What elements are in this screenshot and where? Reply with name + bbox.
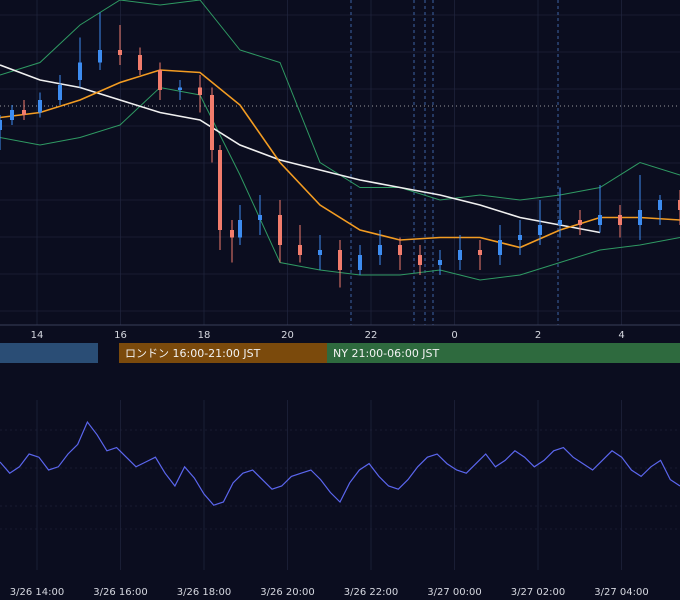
x-axis-tick-label: 18	[198, 330, 211, 341]
candle-body	[118, 50, 122, 55]
candle-body	[638, 210, 642, 225]
candle-body	[618, 215, 622, 225]
session-band-label: ロンドン 16:00-21:00 JST	[125, 347, 261, 360]
candle-body	[398, 245, 402, 255]
oscillator-x-tick-label: 3/26 22:00	[344, 587, 398, 598]
candle-body	[198, 87, 202, 95]
candle-body	[358, 255, 362, 270]
candle-body	[78, 62, 82, 80]
candle-body	[218, 150, 222, 230]
candle-body	[298, 245, 302, 255]
moving-average-long-line	[0, 64, 601, 234]
candle-body	[518, 235, 522, 240]
candle-body	[158, 70, 162, 90]
oscillator-x-tick-label: 3/27 02:00	[511, 587, 565, 598]
x-axis-tick-label: 20	[281, 330, 294, 341]
session-band	[0, 343, 98, 363]
oscillator-x-tick-label: 3/26 16:00	[93, 587, 147, 598]
candle-body	[318, 250, 322, 255]
candle-body	[438, 260, 442, 265]
session-band	[327, 343, 680, 363]
oscillator-x-tick-label: 3/26 14:00	[10, 587, 64, 598]
candle-body	[478, 250, 482, 255]
oscillator-x-tick-label: 3/27 04:00	[594, 587, 648, 598]
x-axis-strip	[0, 325, 680, 340]
session-bar: ロンドン 16:00-21:00 JST NY 21:00-06:00 JST	[0, 343, 680, 363]
session-band-label: NY 21:00-06:00 JST	[333, 347, 440, 360]
candle-body	[10, 110, 14, 120]
candle-body	[378, 245, 382, 255]
x-axis-tick-label: 22	[365, 330, 378, 341]
price-chart-panel: 14 16 18 20 22 0 2 4	[0, 0, 680, 341]
oscillator-x-tick-label: 3/26 20:00	[260, 587, 314, 598]
oscillator-x-tick-label: 3/26 18:00	[177, 587, 231, 598]
candle-body	[658, 200, 662, 210]
candle-body	[22, 110, 26, 115]
candle-body	[138, 55, 142, 70]
session-band	[119, 343, 327, 363]
x-axis-tick-label: 16	[114, 330, 127, 341]
oscillator-line	[0, 420, 680, 506]
candle-body	[258, 215, 262, 220]
x-axis-tick-label: 14	[31, 330, 44, 341]
candle-body	[558, 220, 562, 225]
candle-body	[0, 120, 2, 130]
candle-body	[238, 220, 242, 238]
x-axis-tick-label: 0	[451, 330, 457, 341]
moving-average-short-line	[0, 69, 680, 249]
candle-body	[498, 240, 502, 255]
candle-body	[338, 250, 342, 270]
candle-body	[210, 95, 214, 150]
oscillator-x-tick-label: 3/27 00:00	[427, 587, 481, 598]
candle-body	[678, 200, 680, 210]
candle-body	[230, 230, 234, 238]
x-axis-tick-label: 4	[618, 330, 624, 341]
x-axis-tick-label: 2	[535, 330, 541, 341]
candle-body	[38, 100, 42, 113]
candle-body	[578, 220, 582, 225]
candle-body	[178, 87, 182, 90]
candle-body	[58, 85, 62, 100]
candle-body	[418, 255, 422, 265]
oscillator-panel: 3/26 14:00 3/26 16:00 3/26 18:00 3/26 20:00…	[0, 400, 680, 598]
candle-body	[278, 215, 282, 245]
candle-body	[98, 50, 102, 63]
candle-body	[458, 250, 462, 260]
candle-body	[598, 215, 602, 225]
candle-body	[538, 225, 542, 235]
